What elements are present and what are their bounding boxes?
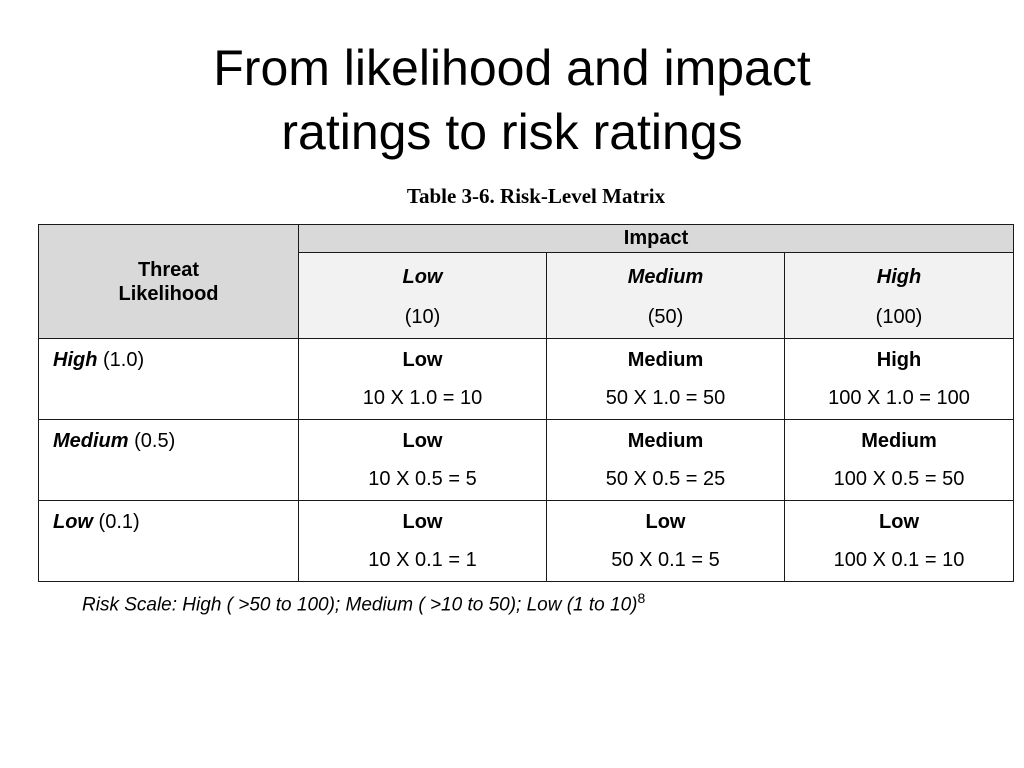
risk-rating: Low — [402, 349, 443, 371]
likelihood-row-high: High (1.0) Low 10 X 1.0 = 10 Medium 50 X… — [38, 338, 1015, 420]
impact-column-high: High (100) — [783, 252, 1015, 339]
impact-level-label: Low — [402, 266, 443, 288]
risk-cell: Medium 50 X 1.0 = 50 — [546, 338, 785, 420]
risk-calculation: 100 X 0.5 = 50 — [833, 468, 965, 490]
likelihood-header-high: High (1.0) — [38, 338, 299, 420]
risk-cell: Medium 100 X 0.5 = 50 — [783, 419, 1015, 501]
impact-level-value: (10) — [404, 306, 441, 328]
threat-likelihood-line-2: Likelihood — [118, 282, 219, 305]
likelihood-header-medium: Medium (0.5) — [38, 419, 299, 501]
risk-calculation: 50 X 1.0 = 50 — [605, 387, 726, 409]
impact-level-label: High — [876, 266, 922, 288]
likelihood-level-value: (0.1) — [93, 511, 140, 533]
risk-rating: Low — [879, 511, 920, 533]
likelihood-level-label: Medium — [53, 430, 129, 452]
risk-cell: Low 10 X 1.0 = 10 — [298, 338, 547, 420]
impact-header: Impact — [297, 224, 1015, 253]
likelihood-level-value: (0.5) — [128, 430, 176, 452]
risk-scale-footnote: Risk Scale: High ( >50 to 100); Medium (… — [82, 590, 645, 616]
threat-likelihood-header: Threat Likelihood — [38, 224, 299, 339]
impact-column-medium: Medium (50) — [546, 252, 785, 339]
risk-cell: Low 100 X 0.1 = 10 — [783, 500, 1015, 582]
risk-cell: High 100 X 1.0 = 100 — [783, 338, 1015, 420]
risk-rating: Medium — [627, 430, 704, 452]
risk-level-matrix: Threat Likelihood Impact Low (10) Medium… — [38, 224, 1015, 582]
likelihood-row-medium: Medium (0.5) Low 10 X 0.5 = 5 Medium 50 … — [38, 419, 1015, 501]
footnote-reference: 8 — [637, 590, 646, 606]
risk-cell: Low 50 X 0.1 = 5 — [546, 500, 785, 582]
risk-scale-text: Risk Scale: High ( >50 to 100); Medium (… — [82, 594, 638, 616]
likelihood-header-low: Low (0.1) — [38, 500, 299, 582]
impact-column-low: Low (10) — [298, 252, 547, 339]
slide-title-line-1: From likelihood and impact — [213, 40, 811, 96]
impact-level-value: (100) — [875, 306, 923, 328]
risk-rating: Medium — [627, 349, 704, 371]
risk-rating: Low — [645, 511, 686, 533]
impact-level-value: (50) — [647, 306, 684, 328]
likelihood-level-label: Low — [53, 511, 93, 533]
risk-calculation: 10 X 1.0 = 10 — [362, 387, 483, 409]
table-caption: Table 3-6. Risk-Level Matrix — [406, 184, 666, 208]
risk-rating: Medium — [861, 430, 937, 452]
risk-cell: Low 10 X 0.5 = 5 — [298, 419, 547, 501]
risk-calculation: 50 X 0.5 = 25 — [605, 468, 726, 490]
slide-title: From likelihood and impact ratings to ri… — [0, 36, 1024, 164]
risk-rating: Low — [402, 430, 443, 452]
risk-calculation: 100 X 0.1 = 10 — [833, 549, 965, 571]
likelihood-row-low: Low (0.1) Low 10 X 0.1 = 1 Low 50 X 0.1 … — [38, 500, 1015, 582]
threat-likelihood-line-1: Threat — [137, 258, 200, 281]
slide-title-line-2: ratings to risk ratings — [281, 104, 743, 160]
risk-calculation: 50 X 0.1 = 5 — [611, 549, 720, 571]
likelihood-level-value: (1.0) — [97, 349, 145, 371]
impact-levels-row: Low (10) Medium (50) High (100) — [39, 252, 1015, 339]
risk-calculation: 10 X 0.1 = 1 — [368, 549, 477, 571]
impact-level-label: Medium — [627, 266, 704, 288]
risk-calculation: 10 X 0.5 = 5 — [368, 468, 477, 490]
risk-rating: High — [876, 349, 922, 371]
impact-header-row: Threat Likelihood Impact — [38, 224, 1015, 339]
risk-cell: Low 10 X 0.1 = 1 — [298, 500, 547, 582]
risk-rating: Low — [402, 511, 443, 533]
likelihood-level-label: High — [53, 349, 98, 371]
risk-cell: Medium 50 X 0.5 = 25 — [546, 419, 785, 501]
risk-calculation: 100 X 1.0 = 100 — [828, 387, 970, 409]
